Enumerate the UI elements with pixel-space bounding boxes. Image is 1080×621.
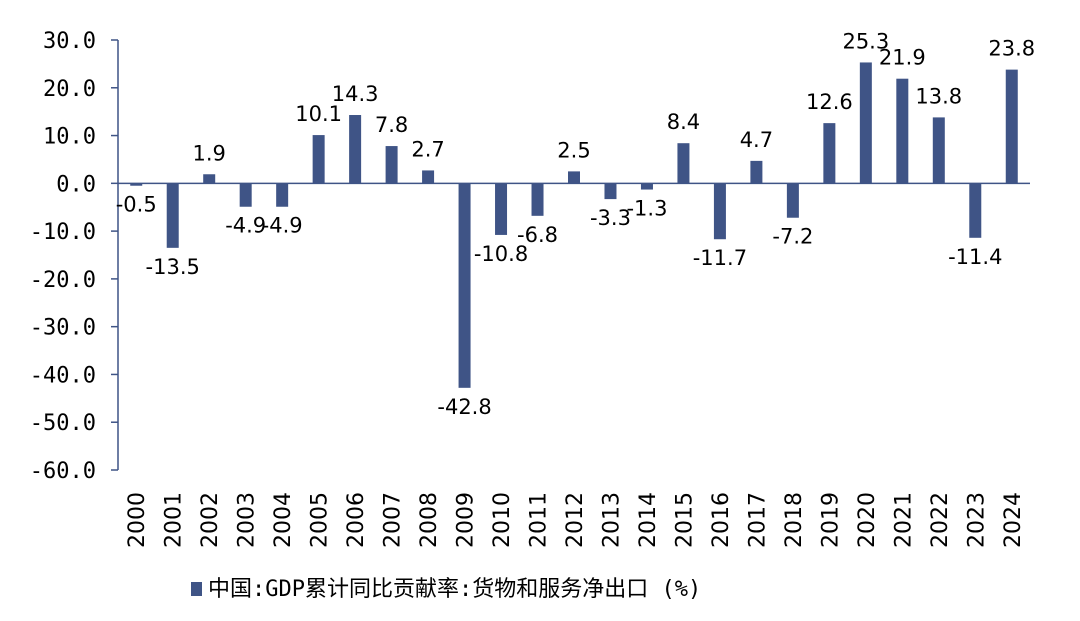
bar-2024 [1005,69,1018,184]
y-tick-label: 30.0 [43,29,96,54]
bar-2006 [349,115,362,184]
bar-2010 [495,183,508,235]
y-tick-label: -50.0 [30,411,96,436]
x-tick-label-2023: 2023 [964,492,989,548]
bar-2001 [166,183,179,248]
bar-2020 [859,62,872,184]
bar-2012 [568,171,580,184]
data-label-2009: -42.8 [437,395,491,419]
bar-2009 [458,183,471,388]
x-tick-label-2020: 2020 [855,492,880,548]
bar-2002 [203,174,216,184]
x-tick-label-2000: 2000 [125,492,150,548]
bar-2003 [239,183,252,207]
x-tick-label-2009: 2009 [454,492,479,548]
y-tick-label: -20.0 [30,268,96,293]
data-label-2011: -6.8 [517,223,558,247]
x-tick-label-2011: 2011 [527,492,552,548]
y-tick-label: -30.0 [30,316,96,341]
data-label-2010: -10.8 [474,242,528,266]
x-tick-label-2012: 2012 [563,492,588,548]
x-tick-label-2014: 2014 [636,492,661,548]
x-tick-label-2016: 2016 [709,492,734,548]
data-label-2001: -13.5 [146,255,200,279]
bar-2000 [130,183,143,186]
y-tick-label: 0.0 [56,172,96,197]
x-tick-label-2021: 2021 [891,492,916,548]
x-tick-label-2004: 2004 [271,492,296,548]
bar-2021 [896,78,909,184]
bar-2015 [677,143,690,184]
y-tick-label: 20.0 [43,77,96,102]
data-label-2012: 2.5 [557,138,590,162]
x-tick-label-2013: 2013 [599,492,624,548]
data-label-2018: -7.2 [772,225,813,249]
bar-2016 [713,183,726,240]
x-tick-label-2007: 2007 [381,492,406,548]
bar-2014 [640,183,653,190]
data-label-2013: -3.3 [590,206,631,230]
y-tick-label: 10.0 [43,125,96,150]
data-label-2021: 21.9 [879,46,926,70]
x-tick-label-2022: 2022 [928,492,953,548]
data-label-2014: -1.3 [626,197,667,221]
data-label-2007: 7.8 [375,113,408,137]
data-label-2015: 8.4 [667,110,700,134]
bar-2007 [385,146,398,184]
data-label-2017: 4.7 [740,128,773,152]
x-tick-label-2019: 2019 [818,492,843,548]
x-tick-label-2017: 2017 [745,492,770,548]
bar-2013 [604,183,617,200]
data-label-2003: -4.9 [225,214,266,238]
legend-swatch [191,582,202,596]
x-tick-label-2003: 2003 [235,492,260,548]
bar-2022 [932,117,945,184]
data-label-2022: 13.8 [915,84,962,108]
bar-2023 [969,183,982,238]
bar-2011 [531,183,544,216]
data-label-2004: -4.9 [262,214,303,238]
data-label-2000: -0.5 [116,193,157,217]
bar-2019 [823,123,836,184]
data-label-2020: 25.3 [842,29,889,53]
x-tick-label-2001: 2001 [162,492,187,548]
bar-2018 [786,183,799,218]
y-tick-label: -60.0 [30,459,96,484]
data-label-2024: 23.8 [988,37,1035,61]
data-label-2016: -11.7 [693,246,747,270]
legend-label: 中国:GDP累计同比贡献率:货物和服务净出口 (%) [208,577,701,602]
x-tick-label-2006: 2006 [344,492,369,548]
data-label-2019: 12.6 [806,90,853,114]
x-tick-label-2018: 2018 [782,492,807,548]
x-tick-label-2010: 2010 [490,492,515,548]
x-tick-label-2008: 2008 [417,492,442,548]
data-label-2002: 1.9 [192,141,225,165]
x-tick-label-2005: 2005 [308,492,333,548]
data-label-2023: -11.4 [948,245,1002,269]
y-tick-label: -10.0 [30,220,96,245]
bar-2005 [312,135,325,184]
data-label-2005: 10.1 [295,102,342,126]
x-tick-label-2015: 2015 [672,492,697,548]
data-label-2006: 14.3 [332,82,379,106]
x-tick-label-2024: 2024 [1001,492,1026,548]
bar-2008 [422,170,435,184]
x-tick-label-2002: 2002 [198,492,223,548]
y-tick-label: -40.0 [30,363,96,388]
bar-2017 [750,160,763,184]
bar-2004 [276,183,289,207]
data-label-2008: 2.7 [411,137,444,161]
